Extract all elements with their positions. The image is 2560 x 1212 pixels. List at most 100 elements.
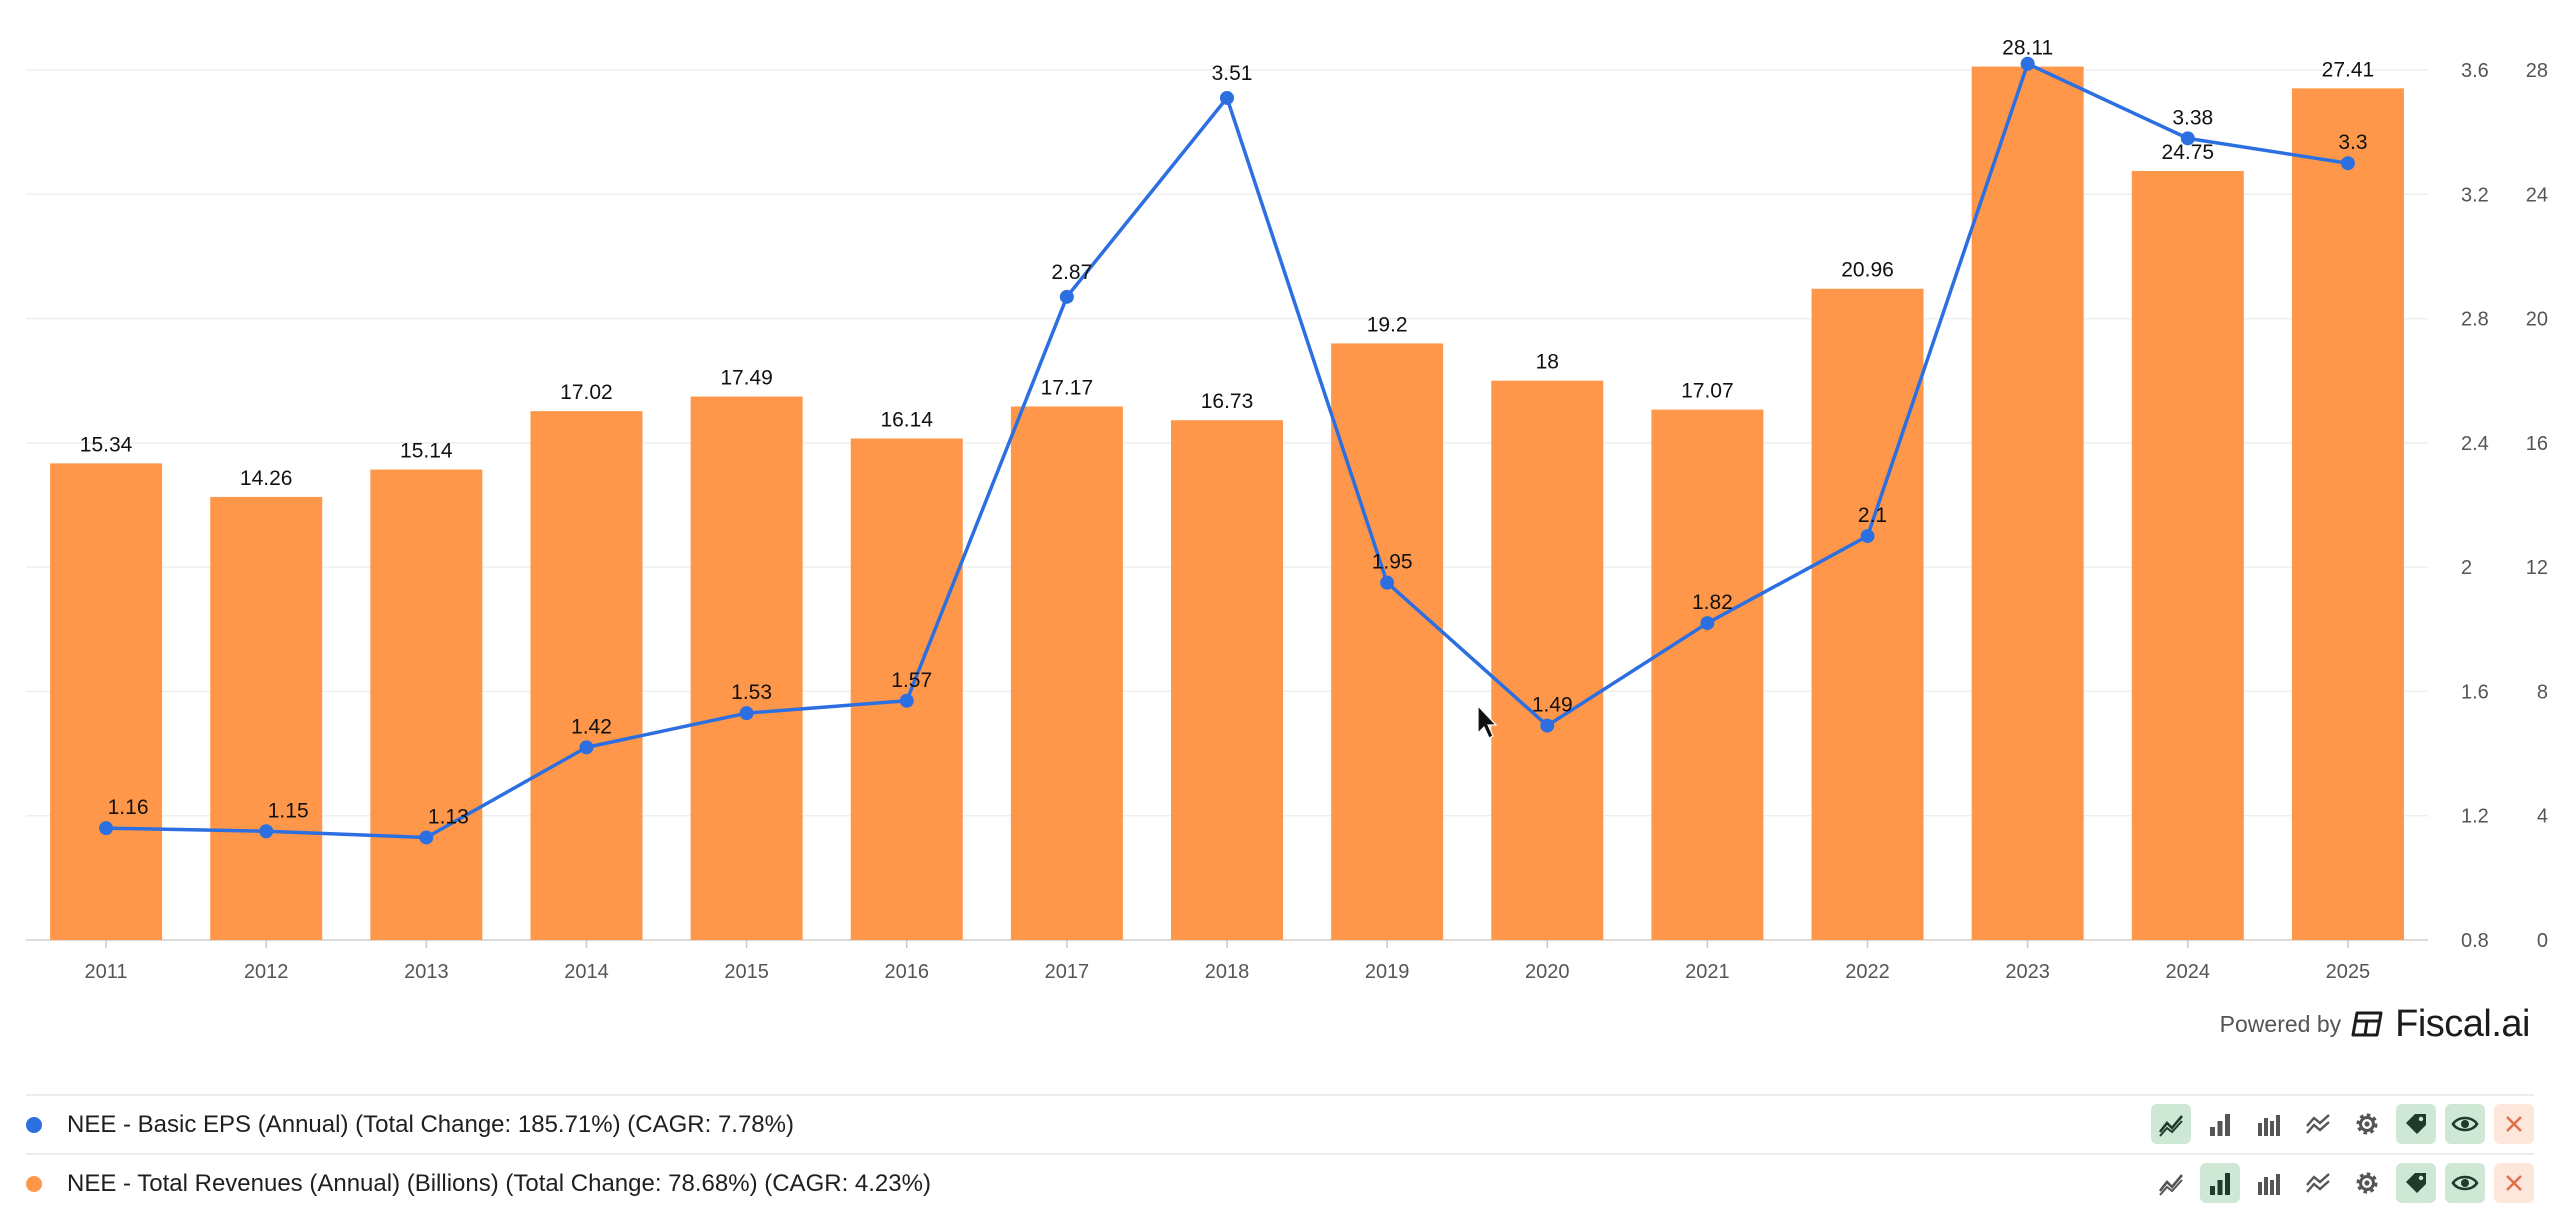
revenue-data-label: 18 [1536, 351, 1559, 374]
revenue-data-label: 15.34 [80, 433, 133, 456]
eps-point [1540, 718, 1555, 733]
y-tick-label-revenues: 8 [2537, 681, 2548, 703]
area-chart-icon [2306, 1114, 2330, 1134]
eye-button[interactable] [2445, 1163, 2485, 1203]
revenue-data-label: 17.02 [560, 381, 613, 404]
revenue-bar [370, 469, 483, 940]
eps-data-label: 1.42 [571, 715, 612, 738]
x-tick-label: 2018 [1205, 961, 1250, 983]
tag-button[interactable] [2396, 1104, 2436, 1144]
x-tick-label: 2016 [884, 961, 929, 983]
mouse-cursor-icon [1477, 704, 1498, 739]
y-tick-label-eps: 1.6 [2461, 681, 2489, 703]
eps-point [99, 821, 114, 836]
revenue-data-label: 27.41 [2322, 58, 2375, 81]
x-tick-label: 2020 [1525, 961, 1570, 983]
eps-data-label: 1.82 [1692, 591, 1733, 614]
gear-button[interactable] [2347, 1163, 2387, 1203]
x-tick-label: 2013 [404, 961, 449, 983]
revenue-bar [690, 396, 803, 941]
eps-point [2020, 56, 2035, 71]
revenue-bar [1811, 288, 1924, 940]
eps-data-label: 1.49 [1532, 694, 1573, 717]
eps-point [1380, 575, 1395, 590]
grouped-bar-button[interactable] [2249, 1104, 2289, 1144]
x-tick-label: 2014 [564, 961, 609, 983]
x-tick-label: 2023 [2005, 961, 2050, 983]
revenue-data-label: 16.73 [1201, 390, 1254, 413]
y-tick-label-revenues: 28 [2526, 60, 2548, 82]
legend-label-eps: NEE - Basic EPS (Annual) (Total Change: … [67, 1110, 794, 1138]
area-chart-button[interactable] [2298, 1163, 2338, 1203]
line-chart-button[interactable] [2151, 1104, 2191, 1144]
close-button[interactable] [2494, 1163, 2534, 1203]
y-tick-label-eps: 2 [2461, 557, 2472, 579]
gear-button[interactable] [2347, 1104, 2387, 1144]
x-tick-label: 2022 [1845, 961, 1890, 983]
x-tick-label: 2017 [1045, 961, 1090, 983]
bar-chart-button[interactable] [2200, 1163, 2240, 1203]
revenue-bar [850, 438, 963, 940]
eps-point [579, 740, 594, 755]
y-tick-label-eps: 0.8 [2461, 930, 2489, 952]
legend-row-revenues[interactable]: NEE - Total Revenues (Annual) (Billions)… [26, 1153, 2534, 1212]
x-tick-label: 2025 [2326, 961, 2371, 983]
series-legend: NEE - Basic EPS (Annual) (Total Change: … [26, 1094, 2534, 1212]
gear-icon [2356, 1172, 2378, 1194]
revenue-bar [1010, 406, 1123, 941]
y-tick-label-revenues: 24 [2526, 184, 2548, 206]
eps-data-label: 3.38 [2172, 106, 2213, 129]
bar-chart-icon [2210, 1114, 2230, 1136]
grouped-bar-icon [2258, 1174, 2280, 1195]
powered-by-label: Powered by [2219, 1010, 2342, 1037]
eps-point [1700, 616, 1715, 631]
grouped-bar-button[interactable] [2249, 1163, 2289, 1203]
tag-button[interactable] [2396, 1163, 2436, 1203]
revenue-data-label: 15.14 [400, 440, 453, 463]
brand-name: Fiscal.ai [2395, 1002, 2530, 1045]
y-tick-label-revenues: 16 [2526, 433, 2548, 455]
line-chart-button[interactable] [2151, 1163, 2191, 1203]
revenue-bar [1971, 66, 2084, 940]
y-tick-label-eps: 3.6 [2461, 60, 2489, 82]
y-tick-label-revenues: 12 [2526, 557, 2548, 579]
revenue-data-label: 24.75 [2162, 141, 2215, 164]
line-chart-icon [2158, 1115, 2183, 1137]
eps-point [419, 830, 434, 845]
legend-row-eps[interactable]: NEE - Basic EPS (Annual) (Total Change: … [26, 1094, 2534, 1153]
close-icon [2506, 1116, 2522, 1132]
x-tick-label: 2019 [1365, 961, 1410, 983]
revenue-bar [1331, 343, 1444, 940]
eps-data-label: 1.57 [891, 669, 932, 692]
eps-point [1860, 529, 1875, 544]
y-tick-label-eps: 2.4 [2461, 433, 2489, 455]
eye-button[interactable] [2445, 1104, 2485, 1144]
eps-point [1059, 289, 1074, 304]
close-button[interactable] [2494, 1104, 2534, 1144]
eps-data-label: 3.51 [1212, 62, 1253, 85]
y-tick-label-eps: 3.2 [2461, 184, 2489, 206]
line-chart-icon [2158, 1174, 2183, 1196]
fiscal-logo-icon [2351, 1011, 2383, 1037]
y-tick-label-revenues: 20 [2526, 309, 2548, 331]
eps-data-label: 1.95 [1372, 551, 1413, 574]
revenue-bar [530, 411, 643, 940]
x-tick-label: 2012 [244, 961, 289, 983]
y-tick-label-eps: 2.8 [2461, 309, 2489, 331]
y-tick-label-eps: 1.2 [2461, 806, 2489, 828]
grouped-bar-icon [2258, 1115, 2280, 1136]
area-chart-button[interactable] [2298, 1104, 2338, 1144]
y-tick-label-revenues: 4 [2537, 806, 2548, 828]
revenue-data-label: 28.11 [2002, 37, 2053, 60]
powered-by[interactable]: Powered by Fiscal.ai [2219, 1002, 2531, 1046]
eps-data-label: 2.87 [1051, 261, 1092, 284]
eps-data-label: 1.16 [108, 796, 149, 819]
revenue-bar [2131, 170, 2244, 940]
eps-data-label: 2.1 [1858, 504, 1887, 527]
eps-data-label: 1.53 [731, 681, 772, 704]
legend-dot-eps [26, 1116, 42, 1133]
revenue-bar [2291, 88, 2404, 940]
tag-icon [2406, 1114, 2426, 1134]
bar-chart-button[interactable] [2200, 1104, 2240, 1144]
